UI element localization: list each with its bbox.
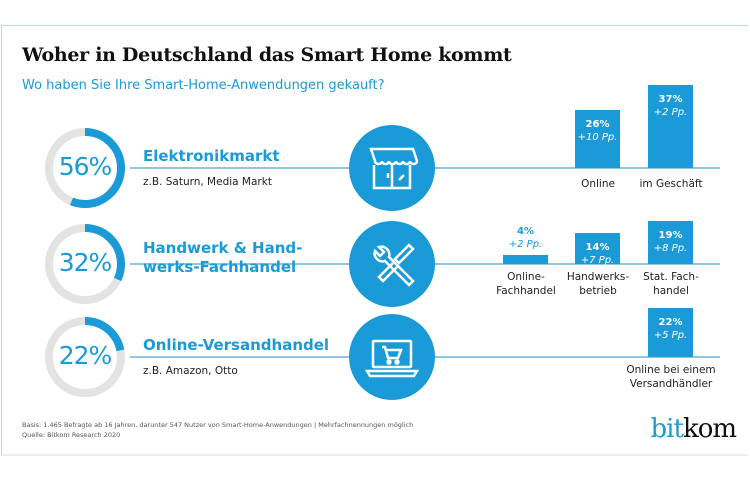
- category-label: Online-Versandhandel: [143, 336, 330, 354]
- bar-category-label: Online- Fachhandel: [496, 271, 556, 297]
- percent-value: 32%: [58, 248, 113, 277]
- bar-value-label: 26% +10 Pp.: [577, 118, 618, 143]
- percent-ring: [45, 317, 125, 397]
- percent-ring: [45, 128, 125, 208]
- percent-ring: [45, 224, 125, 304]
- bar-category-label: Online: [581, 178, 615, 190]
- bar-value-label: 19% +8 Pp.: [653, 230, 688, 255]
- bitkom-logo: bitkom: [650, 414, 737, 444]
- infographic-card: [1, 25, 748, 456]
- bar: [648, 307, 693, 357]
- category-examples: z.B. Saturn, Media Markt: [143, 176, 272, 188]
- percent-value: 56%: [58, 152, 113, 181]
- bar-category-label: Stat. Fach-handel: [643, 271, 699, 297]
- bar: [575, 232, 620, 264]
- bar-category-label: Online bei einem Versandhändler: [626, 364, 716, 390]
- ring-fill: [45, 128, 125, 208]
- ring-fill: [45, 317, 125, 397]
- category-label: Elektronikmarkt: [143, 147, 280, 165]
- page-subtitle: Wo haben Sie Ihre Smart-Home-Anwendungen…: [22, 78, 385, 93]
- bar: [648, 84, 693, 168]
- bar-value-label: 22% +5 Pp.: [653, 316, 688, 341]
- bar-category-label: im Geschäft: [639, 178, 703, 190]
- category-label: Handwerk & Hand-werks-Fachhandel: [143, 239, 303, 276]
- bar: [575, 109, 620, 168]
- bar: [648, 221, 693, 264]
- bar-value-label: 37% +2 Pp.: [653, 93, 688, 118]
- bar-category-label: Handwerks-betrieb: [566, 271, 630, 297]
- bar-value-label: 4% +2 Pp.: [508, 226, 543, 250]
- footer-source: Quelle: Bitkom Research 2020: [22, 431, 121, 439]
- bar-value-label: 14% +7 Pp.: [580, 241, 615, 266]
- page-title: Woher in Deutschland das Smart Home komm…: [22, 44, 512, 66]
- tools-icon: [349, 221, 435, 307]
- storefront-icon: [349, 125, 435, 211]
- laptop-cart-icon: [349, 314, 435, 400]
- bar: [503, 255, 548, 264]
- footer-basis: Basis: 1.465 Befragte ab 16 Jahren, daru…: [22, 421, 414, 429]
- category-examples: z.B. Amazon, Otto: [143, 365, 238, 377]
- percent-value: 22%: [58, 341, 113, 370]
- ring-fill: [45, 224, 125, 304]
